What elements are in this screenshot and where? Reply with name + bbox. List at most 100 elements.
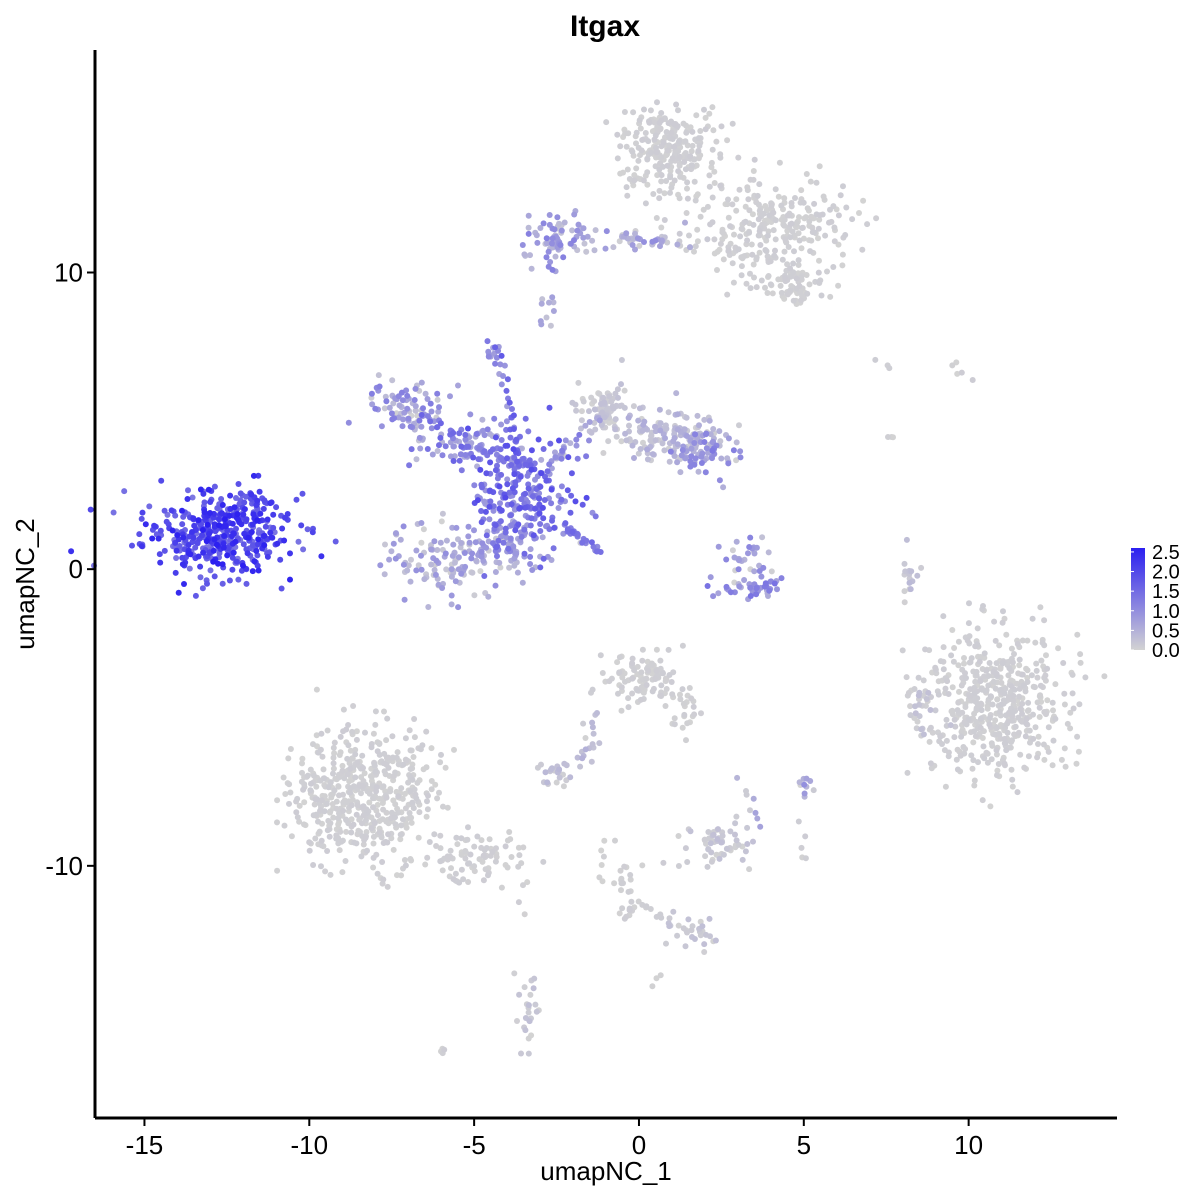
cell-point — [709, 146, 716, 153]
cell-point — [308, 780, 314, 787]
cell-point — [644, 156, 651, 163]
cell-point — [470, 454, 477, 461]
cell-point — [368, 744, 375, 751]
cell-point — [611, 880, 618, 887]
cell-point — [1017, 705, 1024, 712]
cell-point — [378, 423, 385, 430]
cell-point — [412, 385, 419, 392]
cell-point — [1011, 731, 1018, 738]
cell-point — [750, 168, 757, 174]
cell-point — [621, 109, 628, 115]
cell-point — [694, 191, 701, 198]
cell-point — [583, 453, 590, 460]
cell-point — [749, 211, 756, 218]
cell-point — [926, 738, 933, 745]
cell-point — [969, 765, 976, 772]
cell-point — [384, 715, 391, 722]
cell-point — [993, 724, 1000, 731]
cell-point — [386, 404, 393, 411]
cell-point — [306, 839, 313, 846]
cell-point — [537, 483, 544, 490]
cell-point — [546, 404, 553, 411]
cell-point — [179, 561, 186, 568]
cell-point — [294, 795, 301, 802]
cell-point — [658, 682, 665, 689]
y-axis-ticks: 100-10 — [45, 258, 95, 881]
cell-point — [255, 472, 262, 479]
cell-point — [287, 789, 294, 796]
cell-point — [340, 706, 347, 713]
cell-point — [616, 669, 623, 676]
cell-point — [486, 516, 493, 523]
cell-point — [492, 434, 499, 441]
cell-point — [525, 212, 532, 219]
cell-point — [436, 442, 442, 449]
x-tick-label: 10 — [954, 1130, 983, 1160]
cell-point — [963, 721, 970, 728]
cell-point — [778, 289, 785, 296]
cell-point — [399, 816, 406, 823]
cell-point — [1006, 665, 1013, 672]
cell-point — [637, 446, 644, 452]
cell-point — [675, 863, 682, 869]
cell-point — [377, 562, 384, 569]
cell-point — [703, 445, 710, 452]
cell-point — [552, 449, 558, 456]
cell-point — [321, 775, 328, 782]
cell-point — [782, 275, 789, 281]
cell-point — [985, 682, 992, 689]
cell-point — [299, 760, 305, 767]
cell-point — [551, 226, 558, 233]
cell-point — [735, 154, 742, 161]
cell-point — [1033, 667, 1040, 674]
cell-point — [682, 845, 689, 852]
cell-point — [683, 737, 689, 744]
cell-point — [781, 222, 788, 229]
cell-point — [201, 509, 208, 516]
cell-point — [790, 260, 797, 267]
cell-point — [1050, 707, 1056, 714]
cell-point — [579, 539, 586, 546]
cell-point — [320, 766, 327, 773]
cell-point — [248, 529, 255, 535]
cell-point — [347, 765, 354, 772]
cell-point — [447, 847, 454, 854]
cell-point — [518, 533, 525, 540]
cell-point — [1014, 641, 1021, 647]
cell-point — [361, 770, 368, 777]
cell-point — [690, 703, 697, 710]
cell-point — [578, 425, 584, 432]
cell-point — [623, 143, 630, 150]
cell-point — [254, 497, 261, 504]
cell-point — [174, 532, 181, 539]
cell-point — [572, 498, 579, 505]
cell-point — [210, 558, 217, 565]
cell-point — [1052, 681, 1059, 688]
cell-point — [696, 422, 702, 429]
cell-point — [233, 558, 240, 565]
cell-point — [653, 215, 660, 221]
cell-point — [580, 720, 587, 727]
cell-point — [636, 242, 643, 249]
cell-point — [261, 532, 268, 539]
cell-point — [286, 800, 292, 807]
cell-point — [537, 528, 544, 534]
cell-point — [677, 691, 683, 698]
cell-point — [552, 454, 559, 461]
cell-point — [629, 655, 636, 662]
cell-point — [211, 573, 218, 580]
cell-point — [747, 534, 754, 541]
cell-point — [469, 550, 476, 557]
cell-point — [307, 787, 314, 794]
cell-point — [350, 783, 357, 790]
cell-point — [676, 230, 683, 237]
cell-point — [443, 537, 450, 544]
cell-point — [691, 156, 698, 163]
cell-point — [400, 561, 407, 568]
cell-point — [419, 742, 426, 749]
cell-point — [480, 877, 487, 884]
cell-point — [211, 536, 218, 543]
cell-point — [493, 854, 500, 860]
cell-point — [633, 129, 640, 136]
cell-point — [649, 688, 656, 695]
